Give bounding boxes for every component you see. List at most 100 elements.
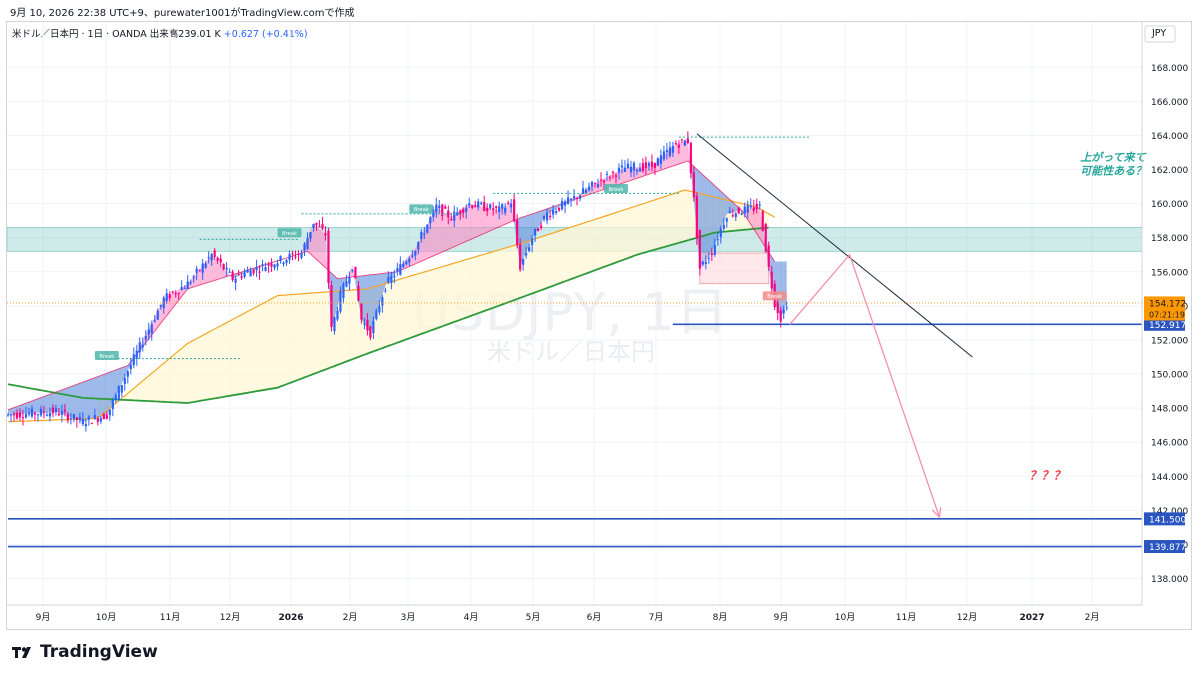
candle-up [363,318,366,330]
candle-body [201,263,204,273]
candle-up [303,242,306,256]
candle-down [689,142,692,179]
candle-body [369,326,372,338]
candle-down [321,216,324,231]
candle-down [495,205,498,214]
candle-down [641,158,645,173]
candle-down [291,250,294,261]
candle-up [572,189,576,202]
candle-body [387,277,390,283]
candle-up [69,412,72,425]
candle-body [84,424,87,427]
ribbon-bull-segment [442,211,446,252]
candle-body [264,267,267,271]
ribbon-bear-segment [127,361,131,371]
candle-down [231,269,234,282]
candle-up [135,344,138,366]
current-price-tag-bg [1144,296,1185,321]
ribbon-bear-segment [97,375,101,418]
candle-body [528,247,531,252]
candle-down [294,250,297,260]
candle-body [312,224,315,228]
candle-body [72,414,75,420]
chart-annotation: 可能性ある？ [1080,165,1146,178]
break-tag-box [762,291,787,301]
ribbon-bull-segment [496,209,500,229]
candle-body [480,202,483,205]
break-tag-label: Break [414,207,429,213]
candle-body [575,197,579,199]
candle-up [722,217,725,231]
candle-body [498,206,501,212]
ribbon-bull-segment [433,207,437,256]
tradingview-brand[interactable]: TradingView [12,642,158,662]
candle-body [566,197,570,204]
candle-up [108,409,111,421]
candle-down [755,198,758,214]
ribbon-bear-segment [73,384,77,420]
candle-down [767,241,770,271]
price-tick-label: 162.000 [1151,166,1188,176]
chart-legend[interactable]: 米ドル／日本円 · 1日 · OANDA 出来高239.01 K +0.627 … [12,26,308,40]
candle-down [327,227,330,289]
ribbon-bull-segment [208,254,212,283]
candle-down [90,422,93,425]
candle-body [435,204,438,213]
candle-body [620,165,624,168]
candle-up [99,416,102,424]
ribbon-bull-segment [322,231,326,268]
candle-up [255,259,258,277]
candle-up [54,404,58,416]
candle-up [141,337,144,352]
candle-up [785,301,788,311]
ribbon-bear-segment [85,379,89,421]
candle-up [351,269,354,273]
candle-body [417,241,420,250]
candle-body [384,290,387,292]
level-price-tag-bg [1144,540,1185,554]
candle-body [315,222,318,225]
break-tag-bear: Break [762,291,787,301]
candle-down [447,205,450,225]
candle-body [785,307,788,309]
supply-box [699,252,770,285]
candle-body [165,293,168,301]
candle-body [543,216,546,220]
currency-box [1144,25,1176,43]
candle-up [414,250,417,261]
candle-body [650,161,654,167]
candle-down [219,254,222,267]
ribbon-bull-segment [648,166,652,175]
candle-body [138,342,141,353]
candle-body [195,268,198,273]
candle-down [96,416,99,426]
time-tick-label: 4月 [464,612,479,623]
candle-up [225,262,228,277]
candle-down [710,247,713,261]
candle-body [447,210,450,218]
candle-body [189,282,192,284]
candle-body [306,238,309,250]
ribbon-bull-segment [157,305,161,328]
ribbon-bear-segment [112,369,116,403]
candle-body [261,264,264,266]
trendline [696,133,973,358]
candle-down [360,302,363,324]
candle-body [21,417,25,419]
ribbon-bear-segment [94,376,98,419]
candle-up [626,158,630,169]
candle-down [686,131,689,145]
candle-up [560,197,564,211]
candle-up [165,288,168,304]
candle-body [66,414,69,421]
candle-up [45,411,49,417]
ribbon-bear-segment [529,213,533,245]
ribbon-bear-segment [705,177,709,260]
candle-down [537,227,540,232]
candle-body [749,205,752,208]
candle-body [75,417,78,421]
candle-body [546,212,549,221]
candle-body [228,271,231,273]
candle-body [45,414,49,416]
